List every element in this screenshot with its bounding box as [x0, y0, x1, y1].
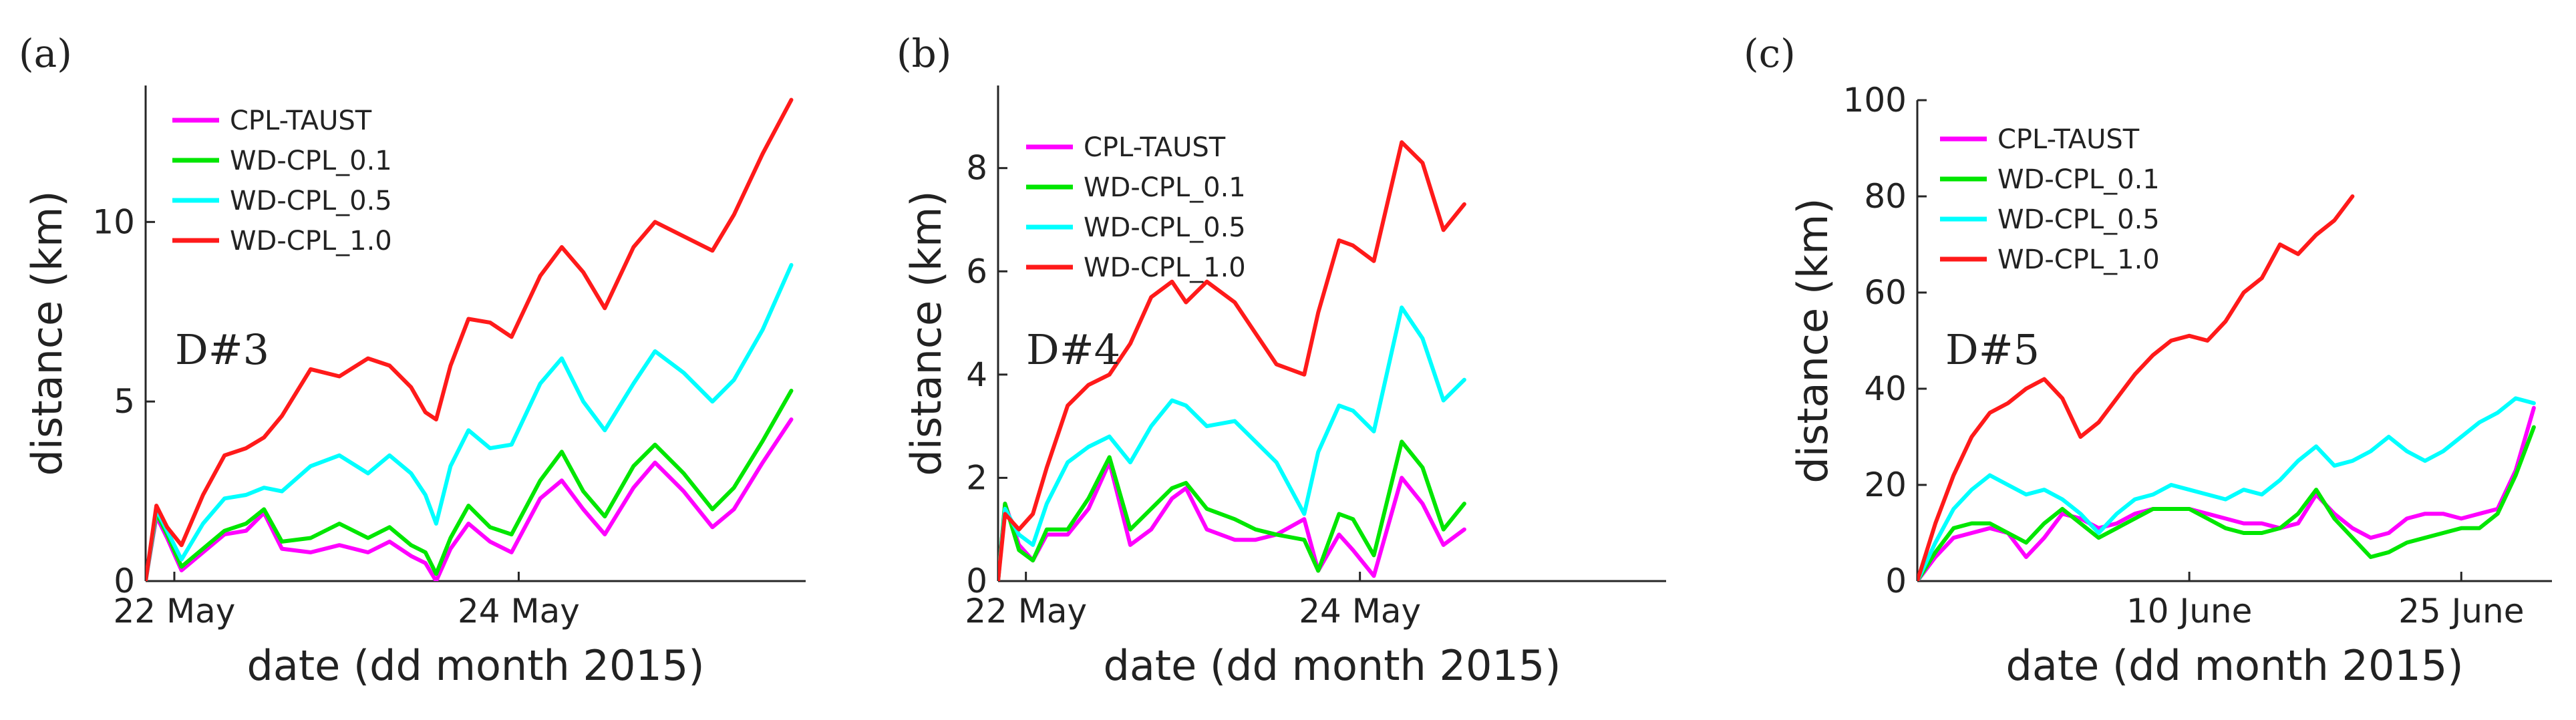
legend-entry: WD-CPL_0.1: [1997, 164, 2160, 195]
series-line-cpl-taust: [998, 460, 1466, 581]
x-tick-label: 25 June: [2398, 592, 2524, 631]
legend-entry: WD-CPL_0.5: [230, 186, 392, 216]
series-line-wd-cpl-0-5: [998, 305, 1466, 581]
legend-entry: WD-CPL_1.0: [230, 226, 392, 256]
y-tick-label: 40: [1864, 369, 1907, 408]
y-tick-label: 4: [966, 355, 987, 394]
y-tick-label: 0: [1885, 562, 1907, 600]
x-tick-label: 24 May: [458, 592, 580, 631]
x-tick-label: 10 June: [2126, 592, 2252, 631]
legend: CPL-TAUST WD-CPL_0.1 WD-CPL_0.5 WD-CPL_1.0: [1026, 132, 1246, 283]
legend-entry: CPL-TAUST: [230, 106, 372, 136]
legend: CPL-TAUST WD-CPL_0.1 WD-CPL_0.5 WD-CPL_1.0: [1940, 124, 2160, 275]
y-axis-title: distance (km): [1788, 198, 1837, 483]
series-line-wd-cpl-0-1: [146, 389, 794, 581]
y-tick-label: 80: [1864, 177, 1907, 216]
y-tick-label: 20: [1864, 466, 1907, 504]
y-tick-label: 5: [114, 382, 135, 421]
legend-entry: WD-CPL_0.5: [1997, 204, 2160, 235]
series-line-cpl-taust: [1917, 405, 2536, 581]
legend-entry: WD-CPL_0.1: [230, 146, 392, 176]
series-line-wd-cpl-1-0: [146, 98, 794, 581]
series-line-wd-cpl-0-5: [1917, 396, 2536, 581]
panel-2: (b) 0 2 4 6 8 22 May 24 May date (dd month 2015)…: [897, 31, 1666, 690]
legend-entry: WD-CPL_1.0: [1997, 244, 2160, 275]
series-group: [1917, 194, 2536, 581]
series-line-wd-cpl-1-0: [1917, 194, 2355, 581]
series-line-wd-cpl-0-1: [998, 439, 1466, 581]
panel-3: (c) 0 20 40 60 80 100 10 June 25 June date (dd mo…: [1744, 31, 2552, 690]
x-tick-label: 22 May: [965, 592, 1087, 631]
legend-entry: CPL-TAUST: [1084, 132, 1226, 163]
x-tick-label: 22 May: [114, 592, 236, 631]
y-tick-label: 60: [1864, 273, 1907, 312]
drifter-annotation: D#3: [175, 325, 269, 374]
panel-1: (a) 0 5 10 22 May 24 May date (dd month 2015) d…: [19, 31, 806, 690]
x-axis-title: date (dd month 2015): [2005, 641, 2463, 690]
x-axis-title: date (dd month 2015): [247, 641, 704, 690]
legend-entry: CPL-TAUST: [1997, 124, 2140, 155]
y-axis-title: distance (km): [902, 190, 951, 476]
y-tick-label: 0: [114, 562, 135, 600]
series-group: [998, 140, 1466, 581]
y-tick-label: 2: [966, 458, 987, 497]
y-tick-label: 10: [92, 202, 135, 241]
panel-label: (a): [19, 31, 72, 76]
drifter-annotation: D#4: [1026, 325, 1120, 374]
y-tick-label: 0: [966, 562, 987, 600]
x-axis-title: date (dd month 2015): [1103, 641, 1561, 690]
legend-entry: WD-CPL_1.0: [1084, 252, 1246, 283]
series-group: [146, 98, 794, 581]
panel-label: (b): [897, 31, 951, 76]
x-tick-label: 24 May: [1299, 592, 1421, 631]
panel-label: (c): [1744, 31, 1796, 76]
series-line-cpl-taust: [146, 417, 794, 581]
drifter-annotation: D#5: [1945, 325, 2040, 374]
series-line-wd-cpl-0-1: [1917, 425, 2536, 581]
series-line-wd-cpl-1-0: [998, 140, 1466, 581]
y-axis-title: distance (km): [23, 190, 71, 476]
y-tick-label: 8: [966, 149, 987, 188]
series-line-wd-cpl-0-5: [146, 262, 794, 581]
legend-entry: WD-CPL_0.1: [1084, 172, 1246, 203]
y-tick-label: 100: [1843, 81, 1907, 120]
y-tick-label: 6: [966, 252, 987, 291]
legend: CPL-TAUST WD-CPL_0.1 WD-CPL_0.5 WD-CPL_1.0: [172, 106, 392, 256]
legend-entry: WD-CPL_0.5: [1084, 212, 1246, 243]
